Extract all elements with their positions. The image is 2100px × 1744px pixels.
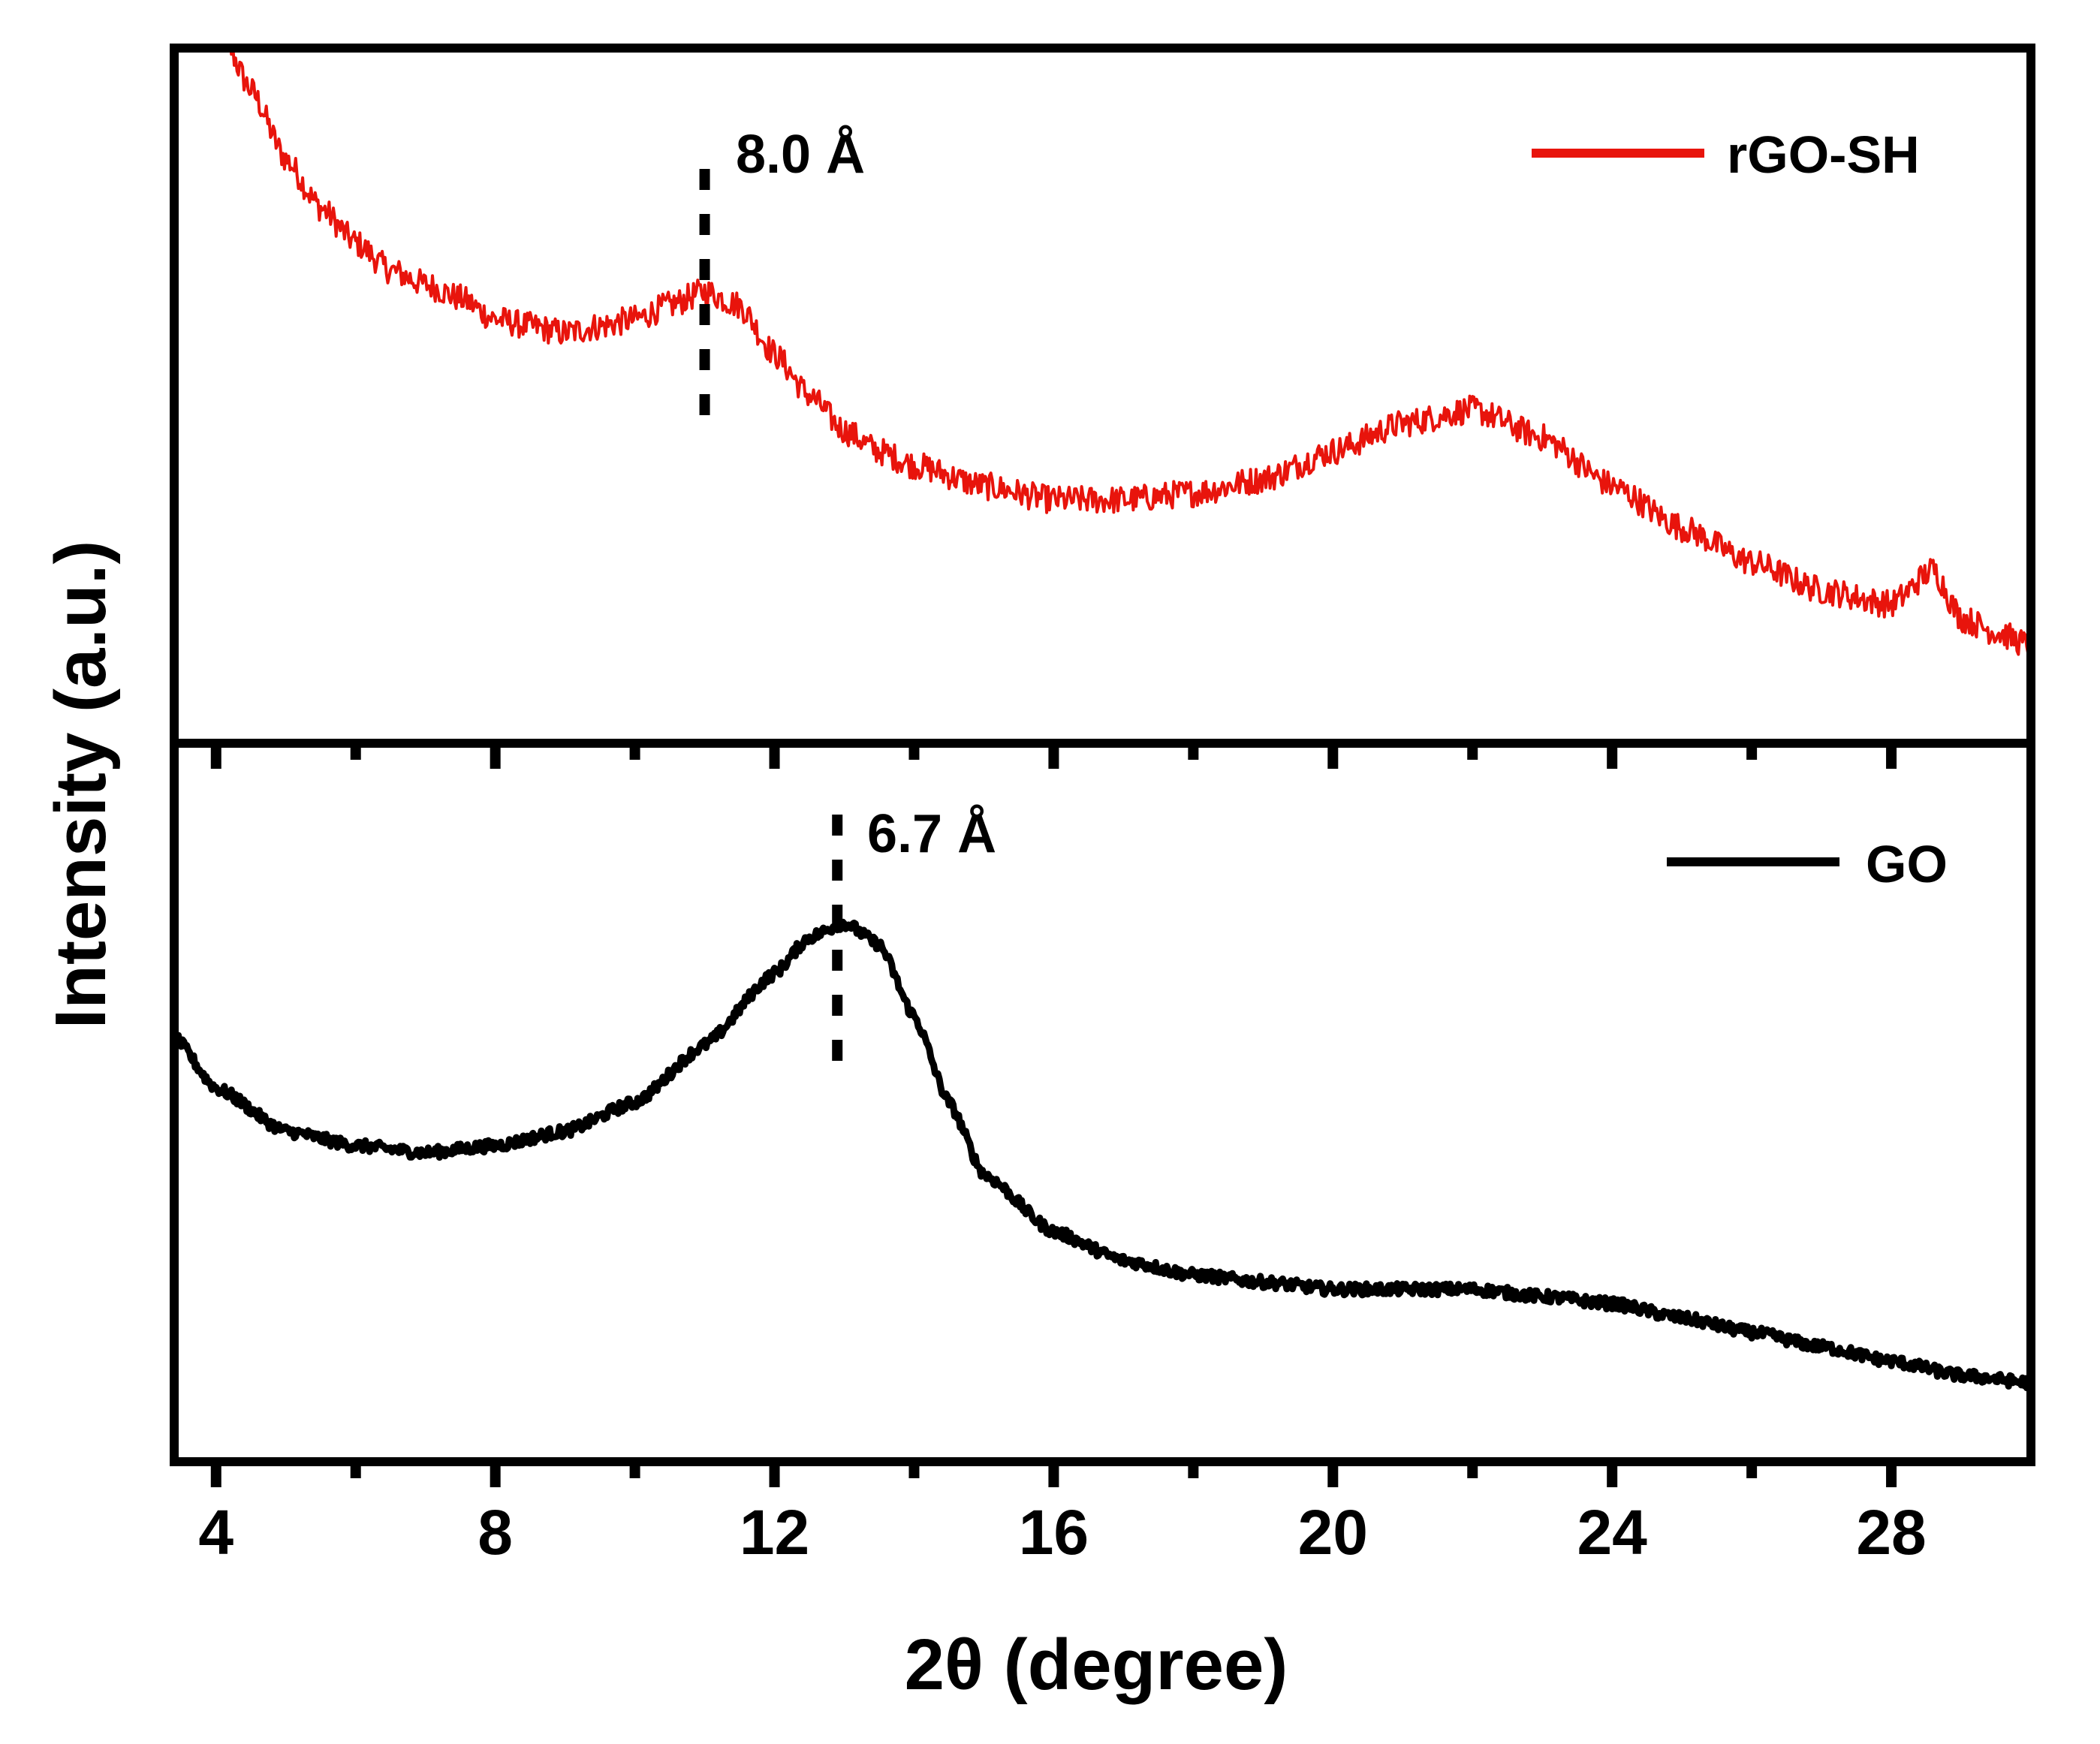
annotation-bottom: 6.7 Å xyxy=(867,804,996,864)
x-tick-label-16: 16 xyxy=(1019,1497,1089,1568)
annotation-top: 8.0 Å xyxy=(736,125,865,185)
plot-layer: 4 8 12 16 20 24 28 xyxy=(170,44,2035,1568)
panel-frame-bottom xyxy=(170,739,2035,1466)
legend-bottom: GO xyxy=(1667,835,1948,893)
x-tick-label-24: 24 xyxy=(1577,1497,1647,1568)
series-go xyxy=(174,918,2031,1392)
legend-top: rGO-SH xyxy=(1532,125,1920,184)
x-tick-label-20: 20 xyxy=(1298,1497,1368,1568)
x-tick-label-12: 12 xyxy=(740,1497,809,1568)
legend-label-rgo-sh: rGO-SH xyxy=(1727,125,1920,184)
legend-label-go: GO xyxy=(1866,835,1948,893)
x-tick-label-8: 8 xyxy=(478,1497,513,1568)
x-tick-label-4: 4 xyxy=(198,1497,234,1568)
x-tick-label-28: 28 xyxy=(1856,1497,1926,1568)
series-rgo-sh xyxy=(229,48,2031,657)
x-axis-title: 2θ (degree) xyxy=(905,1625,1288,1705)
y-axis-title: Intensity (a.u.) xyxy=(41,541,121,1029)
